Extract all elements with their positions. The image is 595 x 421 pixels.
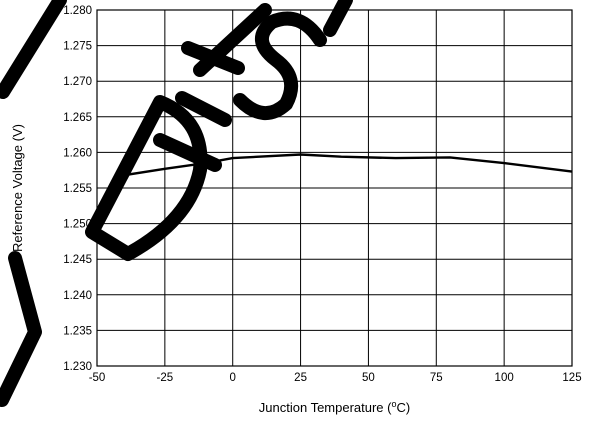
y-tick-label: 1.255 xyxy=(63,183,92,195)
x-tick-label: 100 xyxy=(495,372,514,384)
grid-lines xyxy=(97,10,572,366)
y-tick-label: 1.270 xyxy=(63,76,92,88)
y-tick-label: 1.280 xyxy=(63,5,92,17)
x-axis-label-degree: o xyxy=(391,399,396,409)
x-axis-label-unit: C) xyxy=(397,400,411,415)
y-tick-label: 1.240 xyxy=(63,290,92,302)
x-axis-label-main: Junction Temperature ( xyxy=(259,400,392,415)
x-axis-label: Junction Temperature (oC) xyxy=(259,399,410,415)
y-tick-label: 1.245 xyxy=(63,254,92,266)
tick-labels: -50 -25 0 25 50 75 100 125 1.230 1.235 1.240 1.245 1… xyxy=(63,5,581,384)
x-tick-label: -25 xyxy=(157,372,174,384)
y-tick-label: 1.275 xyxy=(63,41,92,53)
x-tick-label: 125 xyxy=(562,372,581,384)
watermark xyxy=(0,0,353,407)
y-axis-label: Reference Voltage (V) xyxy=(10,124,25,252)
reference-voltage-line xyxy=(123,153,573,177)
x-tick-label: 75 xyxy=(430,372,443,384)
y-tick-label: 1.250 xyxy=(63,219,92,231)
x-tick-label: 25 xyxy=(294,372,307,384)
y-tick-label: 1.235 xyxy=(63,325,92,337)
y-tick-label: 1.260 xyxy=(63,147,92,159)
x-tick-label: -50 xyxy=(89,372,106,384)
y-tick-label: 1.265 xyxy=(63,112,92,124)
x-tick-label: 50 xyxy=(362,372,375,384)
y-tick-label: 1.230 xyxy=(63,361,92,373)
x-tick-label: 0 xyxy=(230,372,236,384)
